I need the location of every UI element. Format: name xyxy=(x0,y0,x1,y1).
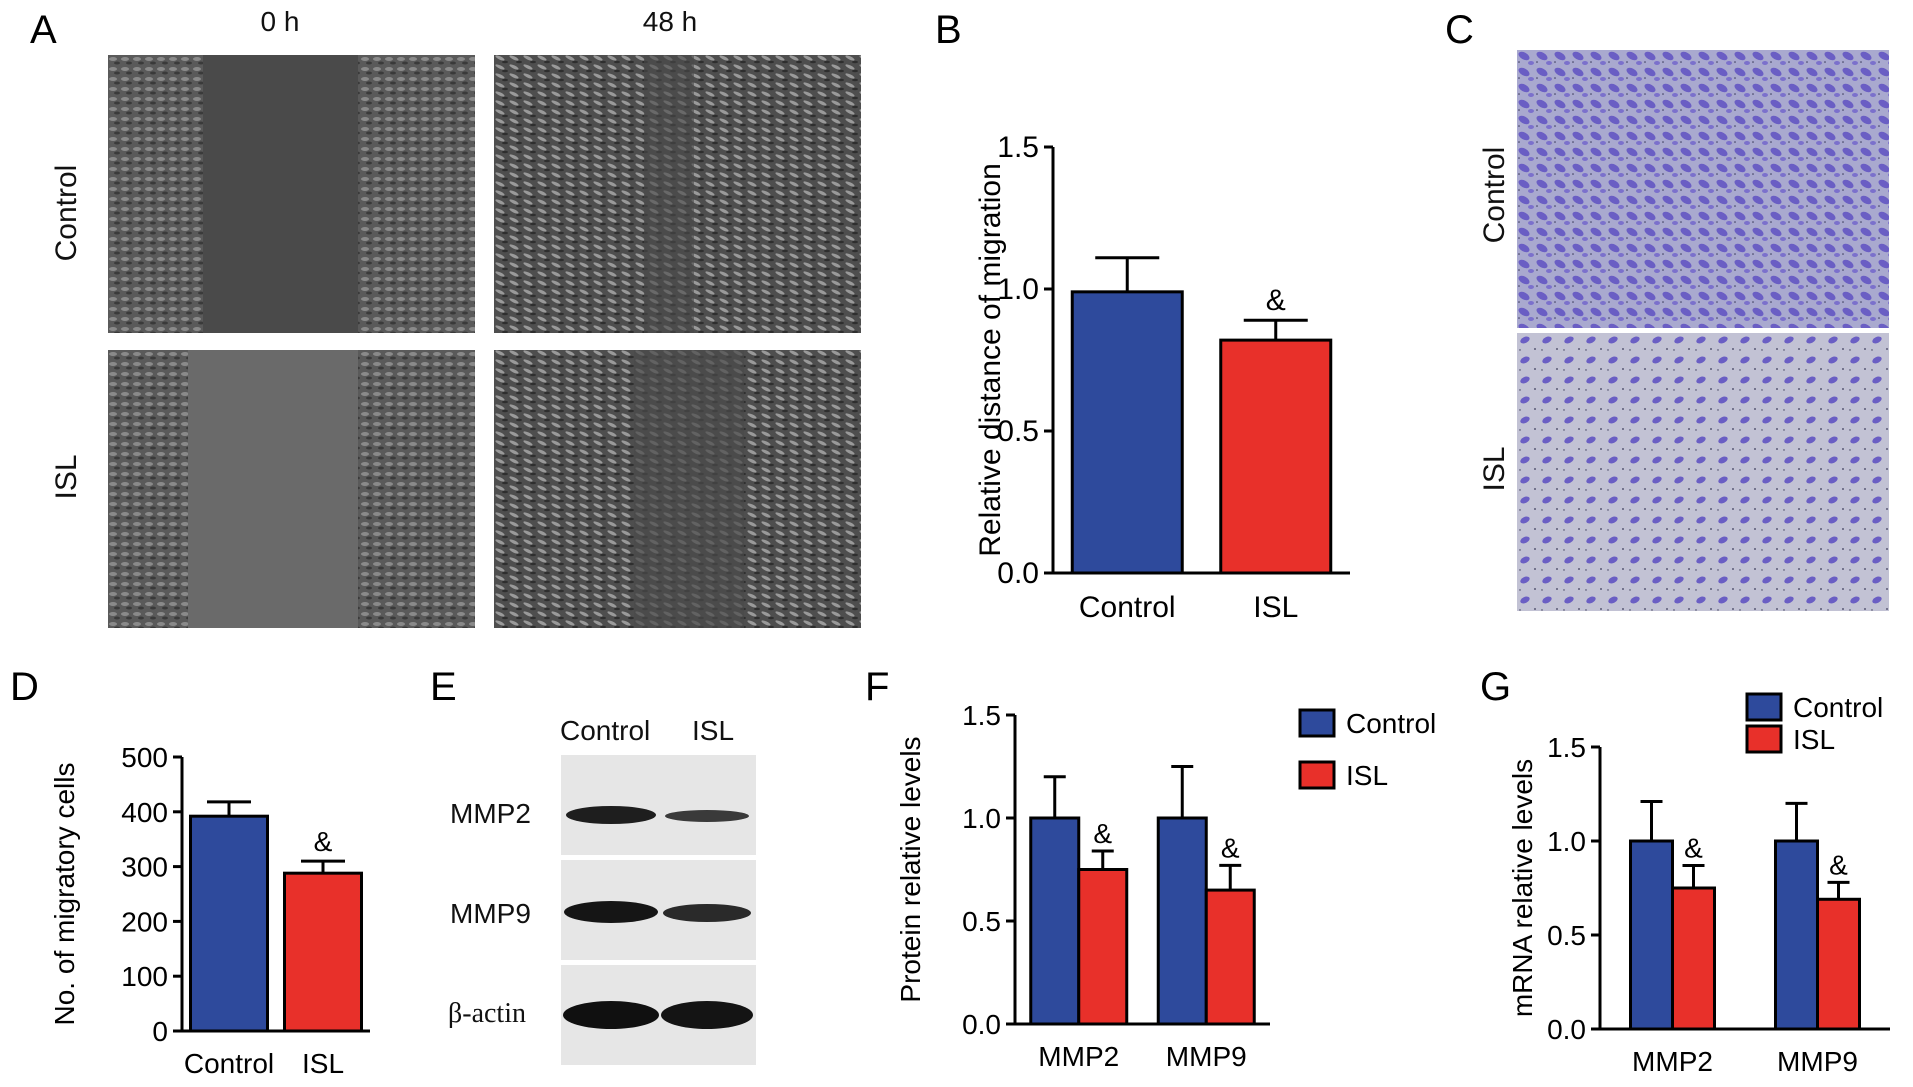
panel-g-x-tick-label: MMP9 xyxy=(1777,1046,1858,1077)
panel-d-x-tick-label: ISL xyxy=(302,1048,344,1079)
panel-c-row-label-control: Control xyxy=(1478,146,1511,244)
panel-a-col-label-48h: 48 h xyxy=(642,6,698,37)
panel-f-bar-control-mmp2 xyxy=(1029,816,1081,1026)
panel-b-letter: B xyxy=(935,8,962,52)
panel-b-y-tick-label: 1.0 xyxy=(997,273,1039,306)
chart-d: 0 100 200 300 400 500 No. of migratory cells Co… xyxy=(49,742,370,1079)
panel-f-bar-isl-mmp2 xyxy=(1077,868,1129,1026)
panel-d-y-tick-label: 0 xyxy=(152,1016,168,1047)
panel-f-letter: F xyxy=(865,665,890,709)
panel-b-y-tick-label: 1.5 xyxy=(997,131,1039,164)
panel-d-y-tick-label: 200 xyxy=(121,906,168,937)
panel-f-legend-label-control: Control xyxy=(1346,708,1436,739)
panel-g-y-tick-label: 1.0 xyxy=(1547,826,1586,857)
panel-g-legend-label-isl: ISL xyxy=(1793,724,1835,755)
panel-c-row-label-isl: ISL xyxy=(1478,446,1511,492)
panel-g-x-tick-label: MMP2 xyxy=(1632,1046,1713,1077)
panel-g-bar-control-mmp9 xyxy=(1774,839,1819,1031)
panel-a-row-label-control: Control xyxy=(50,164,83,262)
panel-e-row-label-beta-actin: β-actin xyxy=(448,998,526,1029)
blot-beta-actin xyxy=(561,965,756,1065)
panel-f-significance-mark: & xyxy=(1093,818,1112,849)
panel-d-y-tick-label: 500 xyxy=(121,742,168,773)
panel-b-bar-control xyxy=(1070,290,1184,575)
panel-d-y-axis-label: No. of migratory cells xyxy=(49,763,80,1026)
panel-e-row-label-mmp9: MMP9 xyxy=(450,898,531,929)
panel-f-y-tick-label: 1.5 xyxy=(962,700,1001,731)
transwell-image-isl xyxy=(1517,333,1889,611)
panel-f-legend-swatch-isl xyxy=(1298,760,1336,790)
panel-e-col-label-isl: ISL xyxy=(692,715,735,746)
panel-g-bar-isl-mmp9 xyxy=(1816,897,1861,1031)
panel-f-y-tick-label: 0.5 xyxy=(962,906,1001,937)
scratch-image-control-48h xyxy=(494,55,861,333)
panel-d-letter: D xyxy=(10,665,39,709)
blot-mmp2 xyxy=(561,755,756,855)
panel-c-letter: C xyxy=(1445,8,1474,52)
panel-d-bar-control xyxy=(189,814,269,1033)
panel-g-y-tick-label: 0.0 xyxy=(1547,1014,1586,1045)
panel-f-bar-control-mmp9 xyxy=(1156,816,1208,1026)
panel-d-y-tick-label: 400 xyxy=(121,797,168,828)
chart-g: 0.0 0.5 1.0 1.5 mRNA relative levels & MMP2 & MM… xyxy=(1507,692,1890,1077)
panel-b-y-tick-label: 0.5 xyxy=(997,415,1039,448)
panel-f-legend-label-isl: ISL xyxy=(1346,760,1388,791)
chart-f: 0.0 0.5 1.0 1.5 Protein relative levels & MMP2… xyxy=(895,700,1436,1072)
panel-d-y-tick-label: 100 xyxy=(121,961,168,992)
panel-d-bar-isl xyxy=(283,871,363,1033)
panel-g-y-tick-label: 0.5 xyxy=(1547,920,1586,951)
panel-b-x-tick-label: Control xyxy=(1079,591,1176,620)
panel-g-bar-isl-mmp2 xyxy=(1671,886,1716,1031)
panel-b-x-tick-label: ISL xyxy=(1253,591,1298,620)
panel-f-x-tick-label: MMP9 xyxy=(1166,1041,1247,1072)
panel-a-letter: A xyxy=(30,8,57,52)
panel-a-col-label-0h: 0 h xyxy=(260,6,300,37)
blot-mmp9 xyxy=(561,860,756,960)
panel-g-y-axis-label: mRNA relative levels xyxy=(1507,759,1538,1017)
panel-b-bar-isl xyxy=(1219,338,1333,575)
panel-f-significance-mark: & xyxy=(1221,832,1240,863)
panel-f-legend-swatch-control xyxy=(1298,708,1336,738)
panel-g-bar-control-mmp2 xyxy=(1629,839,1674,1031)
panel-g-significance-mark: & xyxy=(1829,849,1848,880)
transwell-image-control xyxy=(1517,50,1889,328)
panel-g-letter: G xyxy=(1480,665,1512,709)
scratch-image-isl-48h xyxy=(494,350,861,628)
panel-g-legend-swatch-isl xyxy=(1745,724,1783,754)
panel-g-legend-swatch-control xyxy=(1745,692,1783,722)
panel-f-y-tick-label: 1.0 xyxy=(962,803,1001,834)
scratch-image-isl-0h xyxy=(108,350,475,628)
panel-d-y-tick-label: 300 xyxy=(121,852,168,883)
panel-d-x-tick-label: Control xyxy=(184,1048,274,1079)
panel-e-row-label-mmp2: MMP2 xyxy=(450,798,531,829)
panel-e-col-label-control: Control xyxy=(560,715,651,746)
panel-f-bar-isl-mmp9 xyxy=(1204,888,1256,1026)
panel-b-y-axis-label: Relative distance of migration xyxy=(974,163,1007,557)
panel-d-significance-mark: & xyxy=(314,826,333,857)
scratch-image-control-0h xyxy=(108,55,475,333)
panel-a-row-label-isl: ISL xyxy=(50,454,83,500)
panel-b-significance-mark: & xyxy=(1266,284,1286,317)
panel-f-y-tick-label: 0.0 xyxy=(962,1009,1001,1040)
panel-f-y-axis-label: Protein relative levels xyxy=(895,736,926,1002)
panel-g-significance-mark: & xyxy=(1684,832,1703,863)
panel-g-legend-label-control: Control xyxy=(1793,692,1883,723)
panel-b-y-tick-label: 0.0 xyxy=(997,557,1039,590)
panel-g-y-tick-label: 1.5 xyxy=(1547,732,1586,763)
panel-e-letter: E xyxy=(430,665,457,709)
panel-f-x-tick-label: MMP2 xyxy=(1038,1041,1119,1072)
